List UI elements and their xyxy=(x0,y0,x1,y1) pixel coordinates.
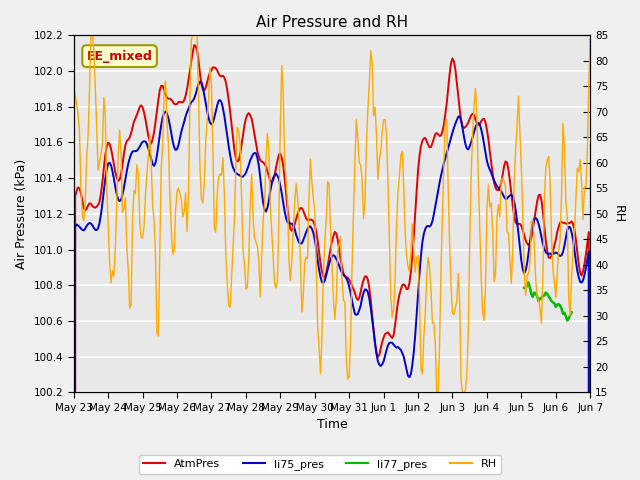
Title: Air Pressure and RH: Air Pressure and RH xyxy=(256,15,408,30)
X-axis label: Time: Time xyxy=(317,419,348,432)
Legend: AtmPres, li75_pres, li77_pres, RH: AtmPres, li75_pres, li77_pres, RH xyxy=(139,455,501,474)
Y-axis label: RH: RH xyxy=(612,205,625,223)
Y-axis label: Air Pressure (kPa): Air Pressure (kPa) xyxy=(15,159,28,269)
Text: EE_mixed: EE_mixed xyxy=(86,49,152,62)
